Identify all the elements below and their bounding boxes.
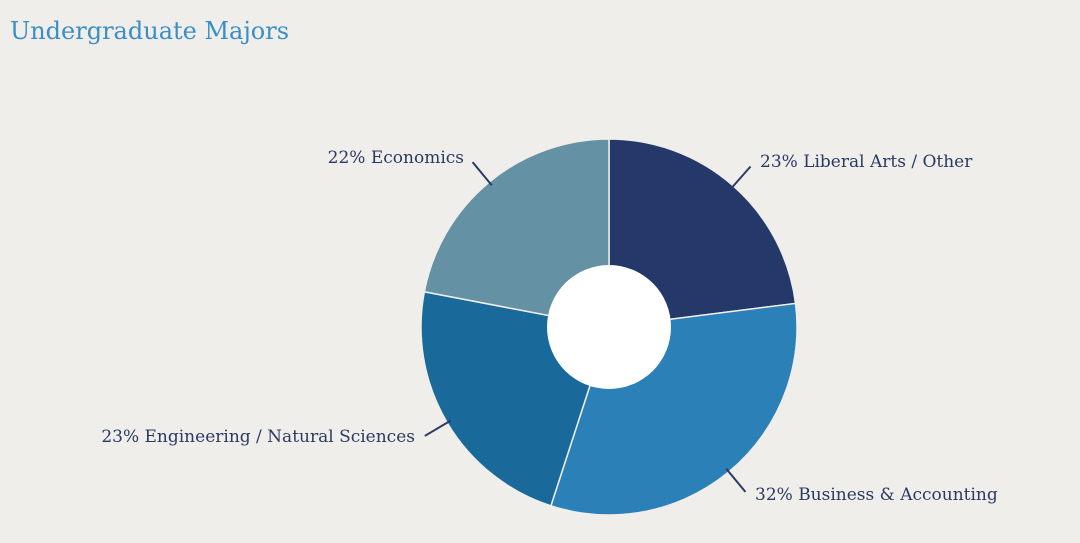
leader-line bbox=[424, 419, 452, 437]
slice-labels: 23% Liberal Arts / Other 32% Business & A… bbox=[101, 148, 998, 505]
slice-label: 23% Engineering / Natural Sciences bbox=[101, 427, 415, 447]
leader-line bbox=[725, 468, 747, 493]
leader-line bbox=[471, 161, 493, 186]
slice-label: 23% Liberal Arts / Other bbox=[760, 152, 973, 172]
leader-line bbox=[729, 165, 752, 190]
leader-lines bbox=[424, 161, 752, 493]
chart-title: Undergraduate Majors bbox=[10, 17, 290, 45]
slice-label: 22% Economics bbox=[328, 148, 464, 168]
donut-hole bbox=[547, 265, 671, 389]
slice-label: 32% Business & Accounting bbox=[755, 485, 998, 505]
